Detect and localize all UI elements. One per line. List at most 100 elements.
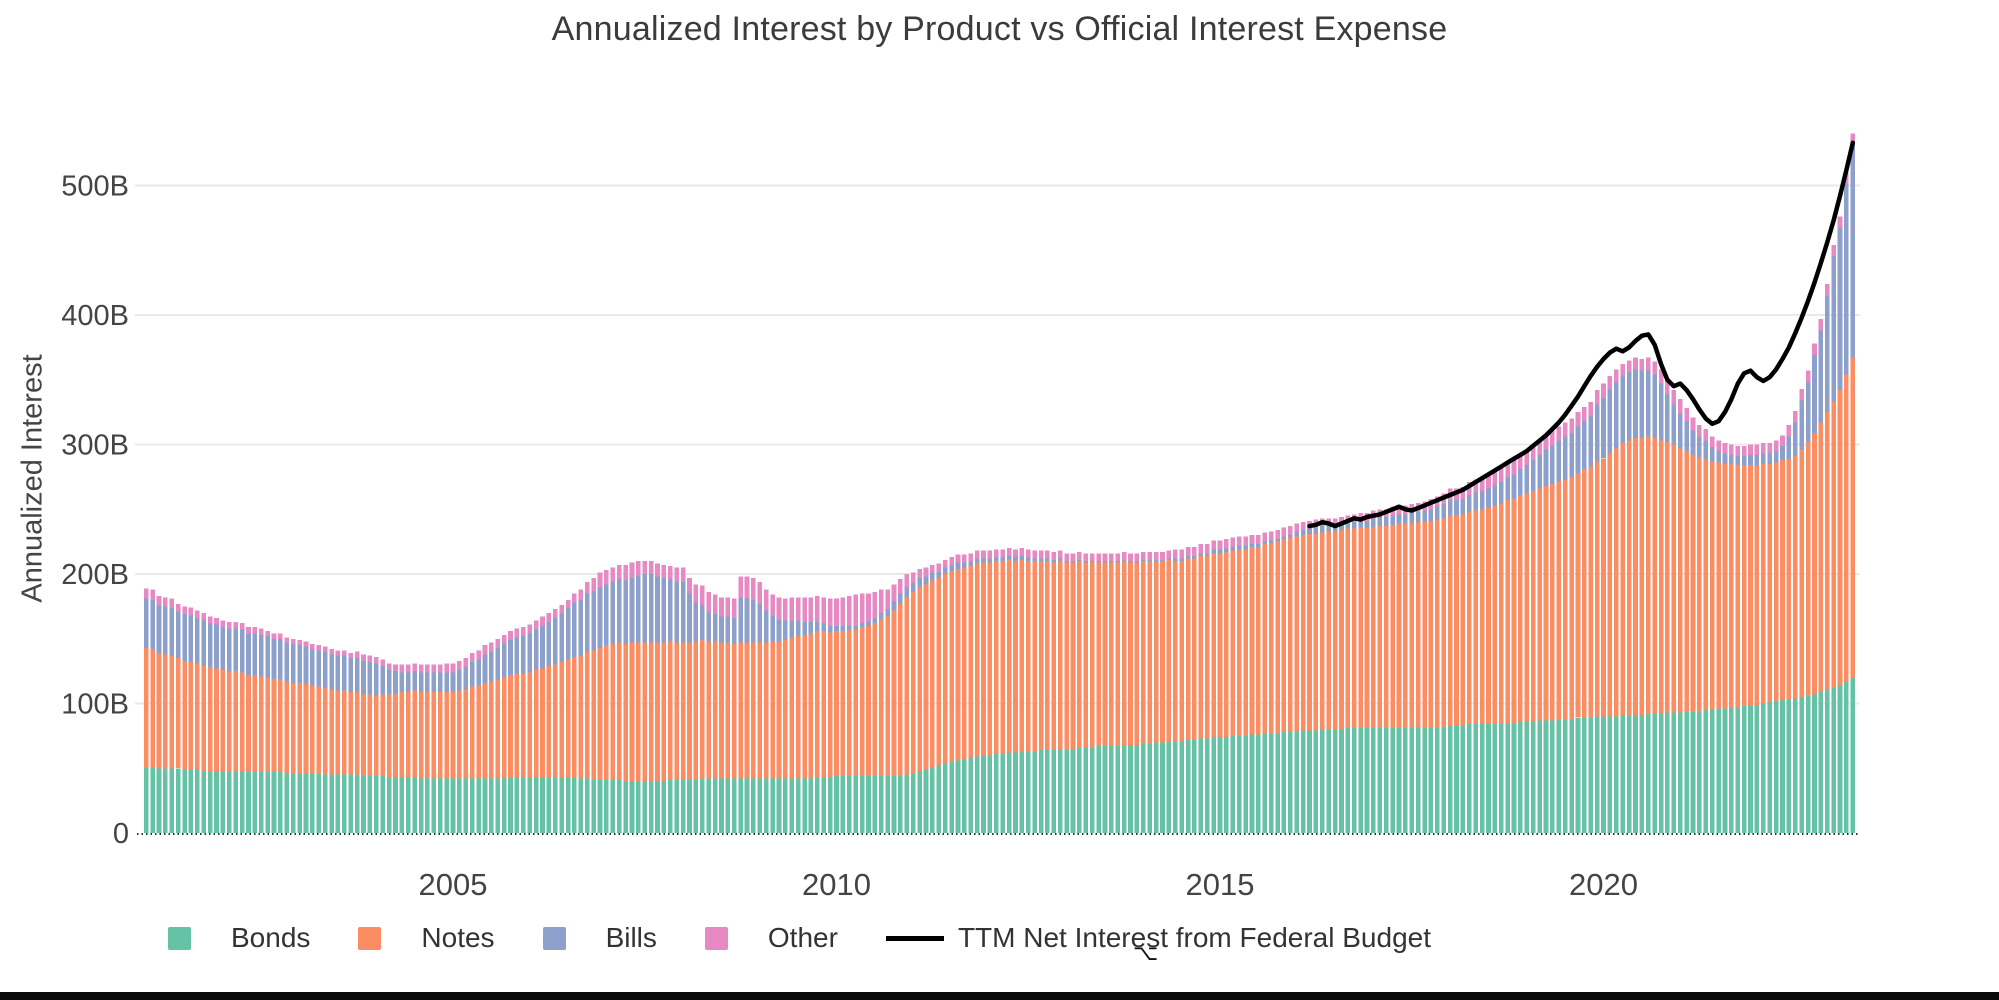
bar-segment-notes[interactable] xyxy=(783,640,788,779)
bar-segment-notes[interactable] xyxy=(1677,448,1683,713)
bar-segment-bills[interactable] xyxy=(226,628,232,672)
bar-segment-other[interactable] xyxy=(489,642,494,652)
bar-segment-notes[interactable] xyxy=(1064,562,1069,749)
bar-segment-bills[interactable] xyxy=(1064,561,1069,563)
bar-segment-other[interactable] xyxy=(891,584,897,602)
bar-segment-bills[interactable] xyxy=(1166,558,1172,560)
bar-segment-bills[interactable] xyxy=(878,612,884,620)
bar-segment-other[interactable] xyxy=(674,567,680,582)
bar-segment-notes[interactable] xyxy=(1038,561,1044,751)
bar-segment-bonds[interactable] xyxy=(680,779,686,833)
bar-segment-notes[interactable] xyxy=(450,691,456,779)
bar-segment-notes[interactable] xyxy=(981,562,986,756)
bar-segment-notes[interactable] xyxy=(559,662,564,778)
bar-segment-other[interactable] xyxy=(501,634,507,644)
bar-segment-notes[interactable] xyxy=(457,690,462,779)
bar-segment-bonds[interactable] xyxy=(188,769,194,833)
bar-segment-notes[interactable] xyxy=(399,691,405,778)
bar-segment-bills[interactable] xyxy=(1313,527,1319,534)
bar-segment-bills[interactable] xyxy=(348,658,354,692)
bar-segment-bonds[interactable] xyxy=(1486,724,1491,833)
bar-segment-bills[interactable] xyxy=(668,579,673,642)
bar-segment-bills[interactable] xyxy=(1383,517,1389,527)
bar-segment-notes[interactable] xyxy=(1013,561,1018,753)
bar-segment-notes[interactable] xyxy=(374,695,379,777)
bar-segment-bonds[interactable] xyxy=(1773,700,1779,833)
bar-segment-notes[interactable] xyxy=(712,641,718,779)
bar-segment-bonds[interactable] xyxy=(962,759,967,833)
bar-segment-other[interactable] xyxy=(1792,410,1798,423)
bar-segment-bills[interactable] xyxy=(495,647,501,681)
bar-segment-notes[interactable] xyxy=(1761,463,1766,704)
bar-segment-other[interactable] xyxy=(731,598,737,619)
bar-segment-bonds[interactable] xyxy=(738,778,743,833)
bar-segment-other[interactable] xyxy=(514,628,520,638)
bar-segment-bills[interactable] xyxy=(1703,440,1709,459)
bar-segment-bills[interactable] xyxy=(1729,454,1734,464)
bar-segment-bonds[interactable] xyxy=(278,772,283,833)
bar-segment-other[interactable] xyxy=(1824,283,1830,296)
bar-segment-bills[interactable] xyxy=(252,633,258,676)
bar-segment-notes[interactable] xyxy=(847,629,852,777)
bar-segment-other[interactable] xyxy=(1109,553,1114,562)
bar-segment-bonds[interactable] xyxy=(642,781,648,833)
bar-segment-bills[interactable] xyxy=(367,662,373,695)
bar-segment-bonds[interactable] xyxy=(1364,728,1370,833)
bar-segment-other[interactable] xyxy=(1281,527,1287,537)
bar-segment-bills[interactable] xyxy=(1582,421,1587,470)
bar-segment-notes[interactable] xyxy=(195,663,200,770)
bar-segment-notes[interactable] xyxy=(265,677,270,773)
bar-segment-notes[interactable] xyxy=(699,640,705,779)
bar-segment-notes[interactable] xyxy=(1032,561,1037,752)
bar-segment-bonds[interactable] xyxy=(1351,728,1357,833)
bar-segment-bonds[interactable] xyxy=(1422,726,1427,833)
bar-segment-bonds[interactable] xyxy=(1658,713,1664,833)
bar-segment-bonds[interactable] xyxy=(1626,715,1632,833)
bar-segment-bills[interactable] xyxy=(1300,529,1306,536)
bar-segment-bills[interactable] xyxy=(827,625,833,633)
bar-segment-notes[interactable] xyxy=(719,642,724,779)
bar-segment-notes[interactable] xyxy=(335,690,341,775)
bar-segment-bills[interactable] xyxy=(949,564,954,572)
bar-segment-notes[interactable] xyxy=(923,584,929,770)
bar-segment-bonds[interactable] xyxy=(1038,750,1044,833)
bar-segment-notes[interactable] xyxy=(380,694,385,777)
bar-segment-bills[interactable] xyxy=(425,672,430,692)
bar-segment-other[interactable] xyxy=(1511,460,1517,475)
bar-segment-other[interactable] xyxy=(1492,470,1498,485)
bar-segment-bonds[interactable] xyxy=(1179,741,1184,833)
bar-segment-bills[interactable] xyxy=(476,659,481,686)
bar-segment-bonds[interactable] xyxy=(1077,747,1082,833)
bar-segment-notes[interactable] xyxy=(156,653,162,769)
bar-segment-bonds[interactable] xyxy=(195,769,200,833)
bar-segment-bills[interactable] xyxy=(482,654,488,683)
bar-segment-bonds[interactable] xyxy=(1262,733,1268,833)
bar-segment-bonds[interactable] xyxy=(1332,729,1338,833)
bar-segment-notes[interactable] xyxy=(1498,504,1504,725)
bar-segment-bills[interactable] xyxy=(930,572,935,581)
bar-segment-bonds[interactable] xyxy=(1089,747,1095,833)
bar-segment-notes[interactable] xyxy=(163,654,168,769)
bar-segment-bills[interactable] xyxy=(386,669,392,695)
bar-segment-bills[interactable] xyxy=(1697,436,1702,458)
bar-segment-notes[interactable] xyxy=(182,660,187,770)
bar-segment-other[interactable] xyxy=(597,572,603,587)
bar-segment-bonds[interactable] xyxy=(1313,730,1319,833)
bar-segment-bonds[interactable] xyxy=(1294,731,1300,833)
bar-segment-notes[interactable] xyxy=(1575,472,1581,718)
bar-segment-notes[interactable] xyxy=(1633,438,1638,716)
bar-segment-bonds[interactable] xyxy=(220,770,226,833)
bar-segment-bills[interactable] xyxy=(572,602,577,657)
bar-segment-notes[interactable] xyxy=(1786,458,1792,700)
bar-segment-notes[interactable] xyxy=(1780,460,1785,700)
bar-segment-notes[interactable] xyxy=(1479,509,1485,725)
bar-segment-bonds[interactable] xyxy=(1032,751,1037,833)
bar-segment-notes[interactable] xyxy=(1741,465,1747,707)
bar-segment-bills[interactable] xyxy=(680,581,686,643)
bar-segment-other[interactable] xyxy=(552,608,558,619)
bar-segment-other[interactable] xyxy=(942,559,948,568)
bar-segment-bonds[interactable] xyxy=(533,777,539,833)
bar-segment-notes[interactable] xyxy=(1620,443,1625,716)
bar-segment-other[interactable] xyxy=(1677,399,1683,414)
bar-segment-notes[interactable] xyxy=(795,636,801,779)
